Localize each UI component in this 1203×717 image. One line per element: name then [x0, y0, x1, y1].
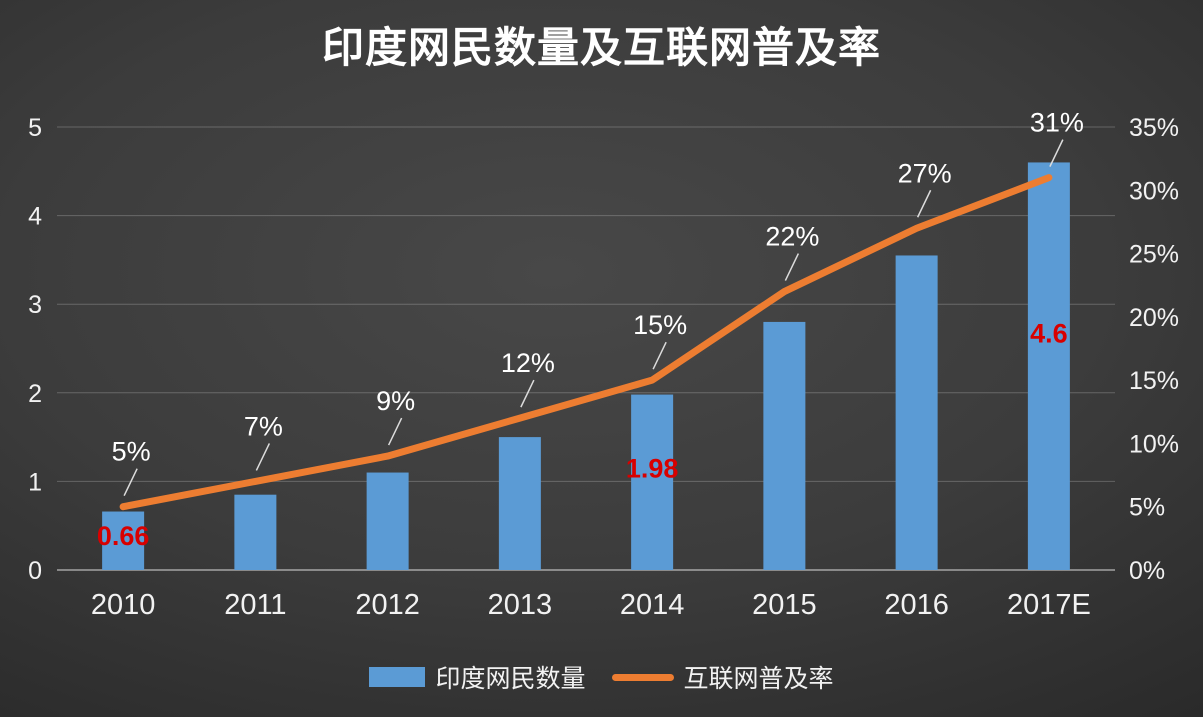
category-label-2012: 2012 [355, 589, 420, 621]
line-point-label: 7% [244, 411, 283, 441]
bar-value-label: 4.6 [1030, 319, 1068, 349]
bar-2016 [895, 255, 938, 570]
bar-2012 [366, 472, 409, 570]
label-leader-line [387, 417, 403, 446]
bar-value-label: 1.98 [626, 453, 679, 483]
legend-item-internet-users: 印度网民数量 [369, 659, 586, 695]
line-point-label: 15% [633, 310, 687, 340]
line-point-label: 31% [1030, 108, 1084, 138]
right-axis-tick-label: 20% [1129, 304, 1179, 332]
right-axis-tick-label: 0% [1129, 557, 1165, 585]
label-leader-line [784, 253, 800, 281]
line-point-label: 12% [501, 348, 555, 378]
left-axis-tick-label: 3 [28, 291, 42, 319]
category-label-2013: 2013 [488, 589, 553, 621]
right-axis-tick-label: 25% [1129, 241, 1179, 269]
right-axis-tick-label: 15% [1129, 367, 1179, 395]
line-point-label: 9% [376, 386, 415, 416]
category-label-2016: 2016 [884, 589, 949, 621]
label-leader-line [652, 341, 667, 370]
left-axis-tick-label: 5 [28, 114, 42, 142]
label-leader-line [255, 443, 271, 471]
legend-label-internet-users: 印度网民数量 [435, 665, 586, 693]
penetration-line [119, 174, 1053, 511]
left-axis-tick-label: 0 [28, 557, 42, 585]
left-axis-tick-label: 4 [28, 203, 42, 231]
bar-value-label: 0.66 [97, 521, 150, 551]
bar-2014 [631, 394, 674, 570]
line-point-label: 5% [112, 437, 151, 467]
left-axis-tick-label: 1 [28, 468, 42, 496]
category-label-2011: 2011 [224, 589, 286, 621]
bar-2010 [102, 511, 145, 570]
category-label-2017E: 2017E [1007, 589, 1091, 621]
line-series-swatch [611, 673, 674, 681]
category-label-2010: 2010 [91, 589, 156, 621]
line-point-label: 27% [898, 158, 952, 188]
label-leader-line [1049, 139, 1064, 167]
bar-series-swatch [369, 667, 426, 687]
left-axis-tick-label: 2 [28, 380, 42, 408]
legend-label-penetration-rate: 互联网普及率 [683, 665, 834, 693]
category-label-2015: 2015 [752, 589, 817, 621]
right-axis-tick-label: 35% [1129, 114, 1179, 142]
right-axis-tick-label: 10% [1129, 430, 1179, 458]
legend-item-penetration-rate: 互联网普及率 [611, 659, 834, 695]
category-label-2014: 2014 [620, 589, 685, 621]
label-leader-line [123, 468, 138, 497]
bar-2017E [1027, 162, 1070, 570]
bar-2011 [234, 494, 277, 570]
label-leader-line [916, 189, 932, 218]
line-point-label: 22% [765, 222, 819, 252]
right-axis-tick-label: 30% [1129, 177, 1179, 205]
legend: 印度网民数量 互联网普及率 [0, 659, 1203, 695]
bar-2015 [763, 321, 806, 570]
bar-2013 [498, 437, 541, 570]
chart-title: 印度网民数量及互联网普及率 [321, 24, 881, 71]
right-axis-tick-label: 5% [1129, 494, 1165, 522]
label-leader-line [520, 379, 535, 408]
